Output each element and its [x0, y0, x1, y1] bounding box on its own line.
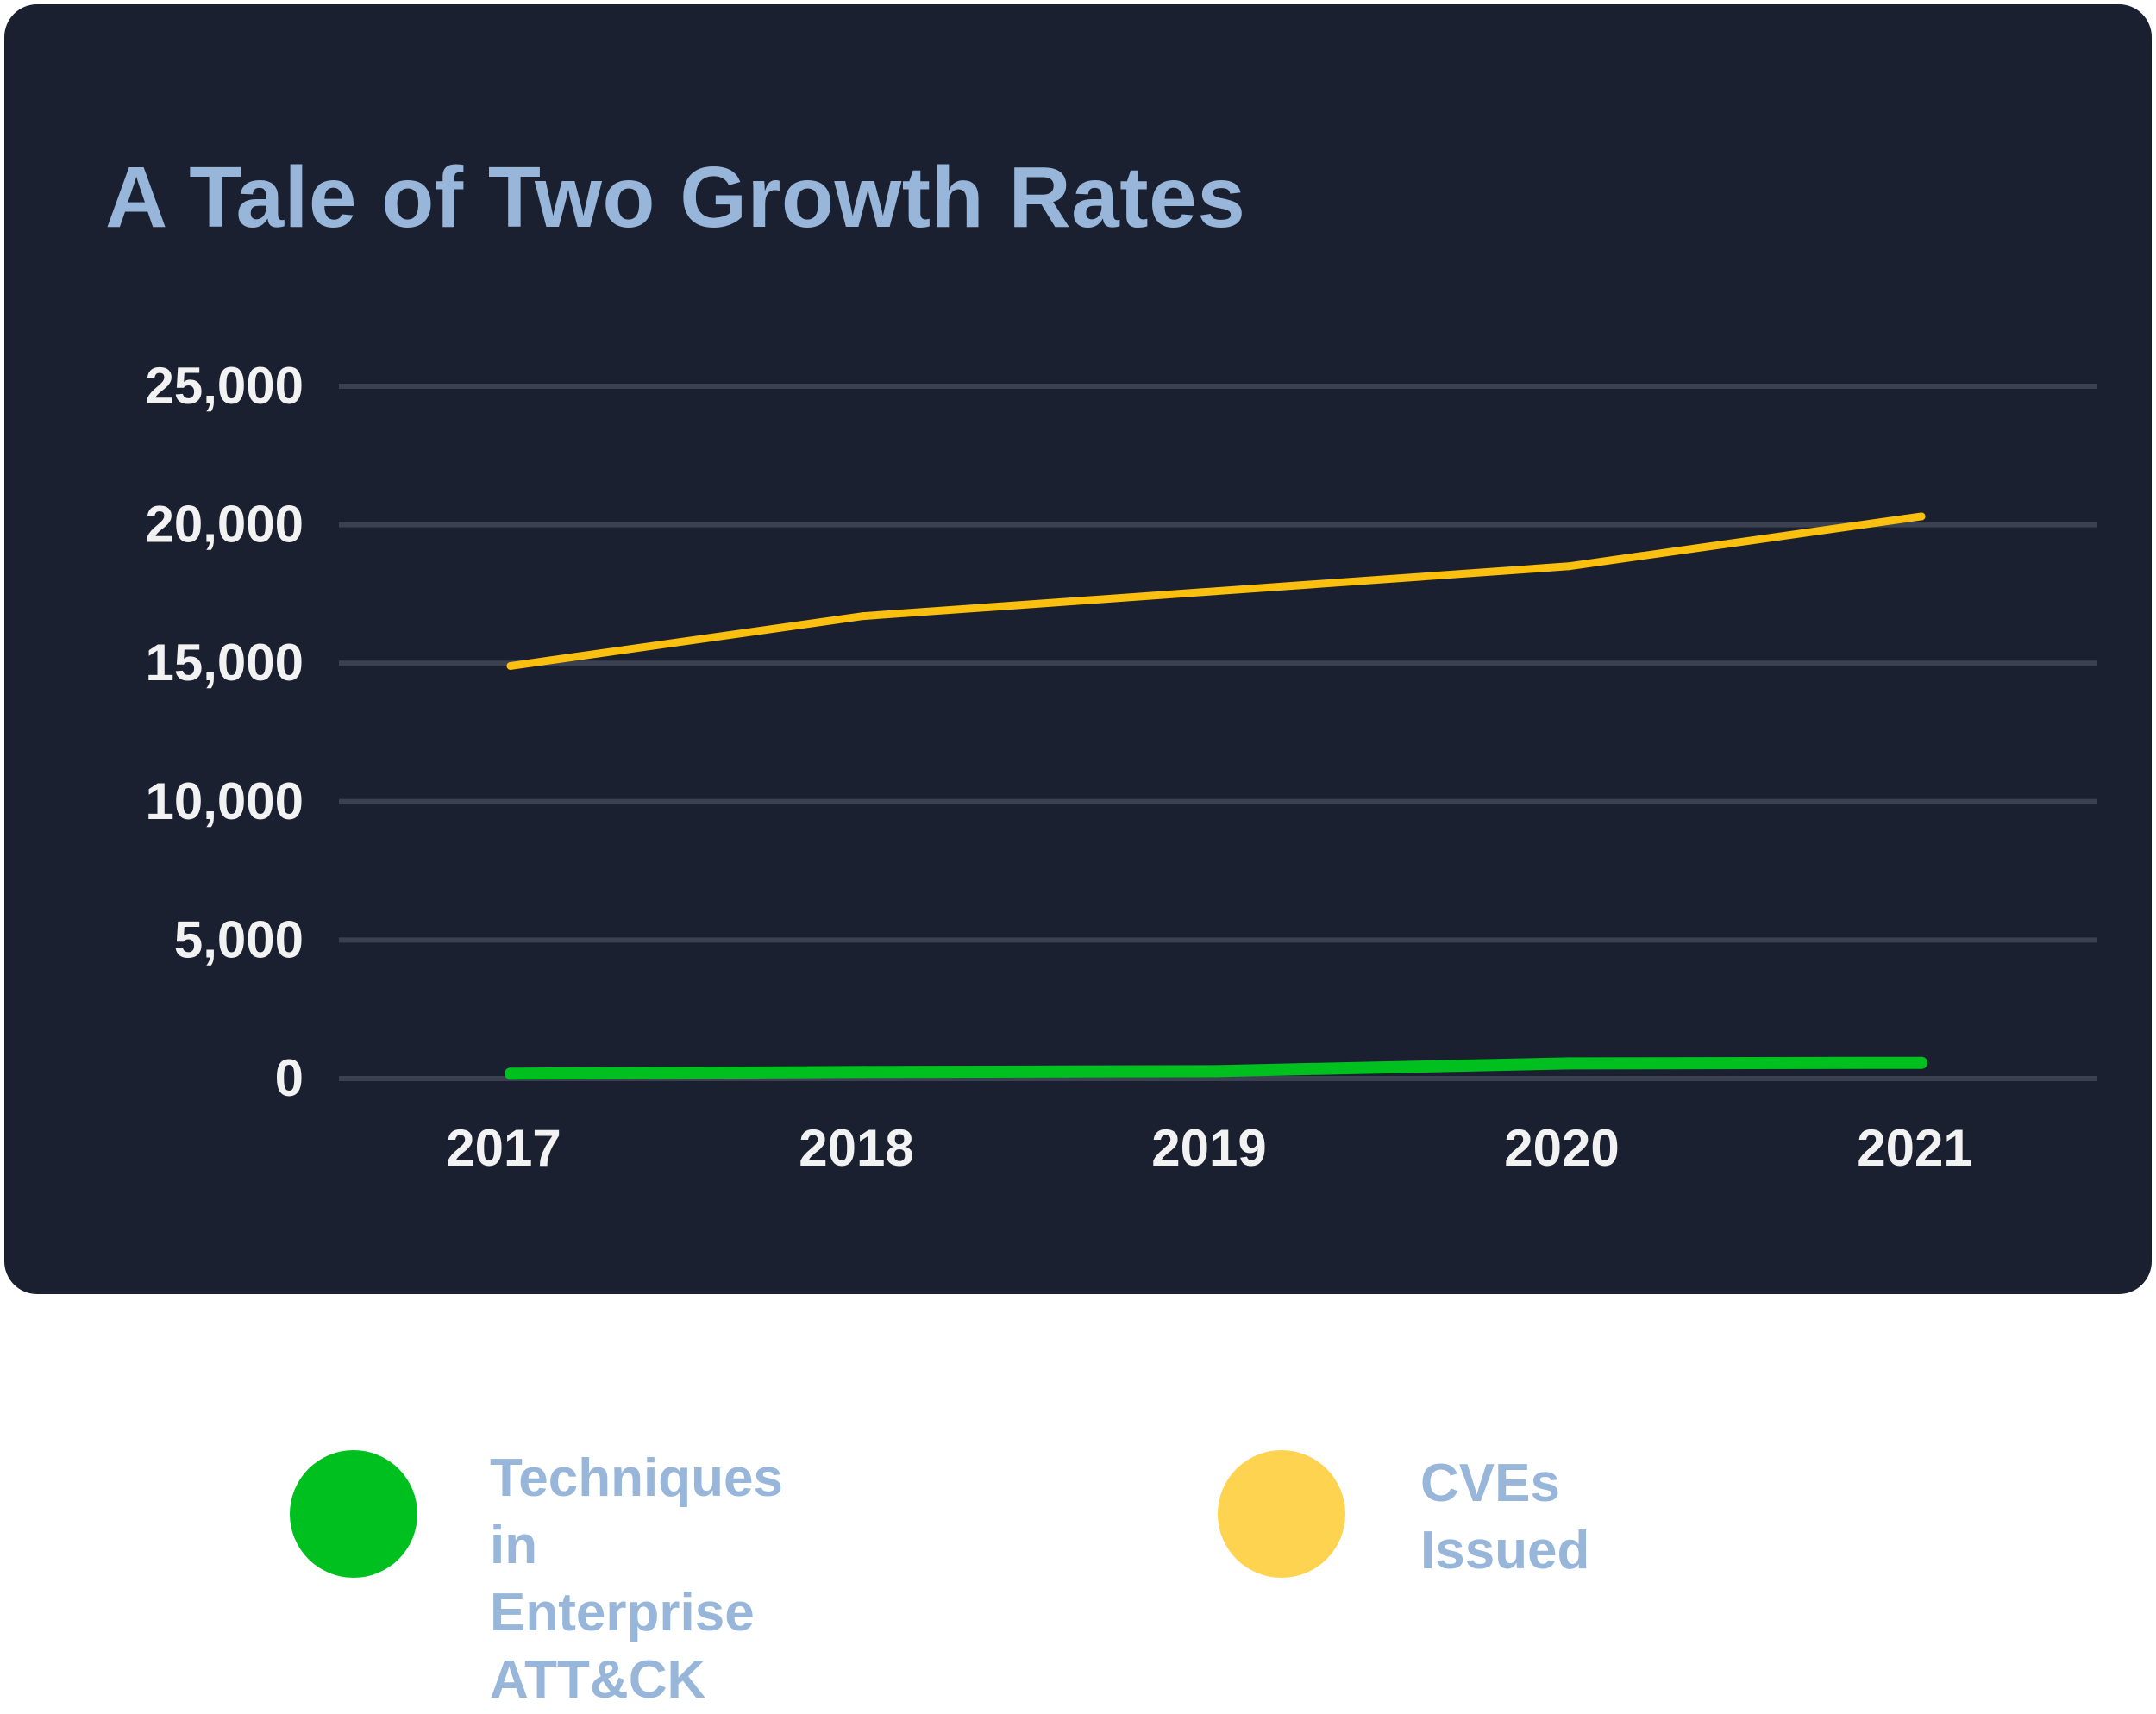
data-point: [1210, 1065, 1222, 1078]
y-axis-ticks: 0 5,000 10,000 15,000 20,000 25,000: [145, 357, 304, 1107]
series-lines: [505, 512, 1927, 1080]
data-point: [857, 1066, 869, 1079]
y-tick-label: 10,000: [145, 773, 304, 830]
data-point: [506, 661, 515, 670]
data-point: [505, 1067, 517, 1080]
chart-title: A Tale of Two Growth Rates: [105, 149, 1246, 246]
x-tick-label: 2017: [446, 1119, 561, 1177]
x-tick-label: 2020: [1504, 1119, 1619, 1177]
legend-label-cves: CVEs Issued: [1420, 1454, 1590, 1580]
y-tick-label: 0: [275, 1049, 304, 1107]
x-tick-label: 2021: [1857, 1119, 1971, 1177]
x-tick-label: 2019: [1151, 1119, 1266, 1177]
y-tick-label: 5,000: [174, 910, 304, 968]
x-axis-ticks: 2017 2018 2019 2020 2021: [446, 1119, 1971, 1177]
data-point: [1915, 1056, 1927, 1069]
legend-swatch-techniques: [290, 1450, 417, 1578]
data-point: [1564, 562, 1573, 571]
y-tick-label: 20,000: [145, 496, 304, 554]
legend-label-techniques: Techniques in Enterprise ATT&CK: [490, 1448, 783, 1710]
x-tick-label: 2018: [799, 1119, 913, 1177]
data-point: [1917, 512, 1926, 521]
data-point: [1212, 587, 1220, 596]
gridlines: [339, 384, 2097, 1081]
y-tick-label: 25,000: [145, 357, 304, 415]
legend-swatch-cves: [1218, 1450, 1345, 1578]
y-tick-label: 15,000: [145, 634, 304, 691]
data-point: [859, 612, 868, 621]
data-point: [1563, 1057, 1575, 1070]
